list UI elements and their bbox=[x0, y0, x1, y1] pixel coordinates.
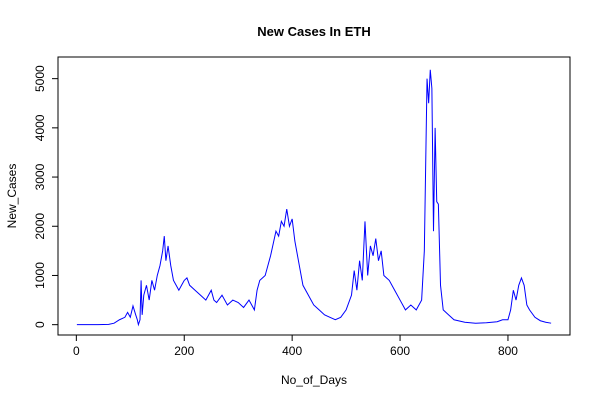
series-line bbox=[76, 69, 552, 327]
x-tick-label: 400 bbox=[282, 344, 302, 358]
y-tick-label: 5000 bbox=[33, 65, 47, 92]
y-tick-label: 0 bbox=[33, 321, 47, 328]
x-tick-label: 600 bbox=[390, 344, 410, 358]
y-tick-label: 2000 bbox=[33, 213, 47, 240]
chart-title: New Cases In ETH bbox=[257, 24, 370, 39]
y-tick-label: 4000 bbox=[33, 114, 47, 141]
x-tick-label: 0 bbox=[73, 344, 80, 358]
x-tick-label: 200 bbox=[174, 344, 194, 358]
y-tick-label: 3000 bbox=[33, 163, 47, 190]
y-axis-label: New_Cases bbox=[5, 164, 19, 229]
x-tick-label: 800 bbox=[498, 344, 518, 358]
x-axis-label: No_of_Days bbox=[281, 373, 347, 387]
plot-frame bbox=[57, 56, 571, 336]
y-tick-label: 1000 bbox=[33, 262, 47, 289]
